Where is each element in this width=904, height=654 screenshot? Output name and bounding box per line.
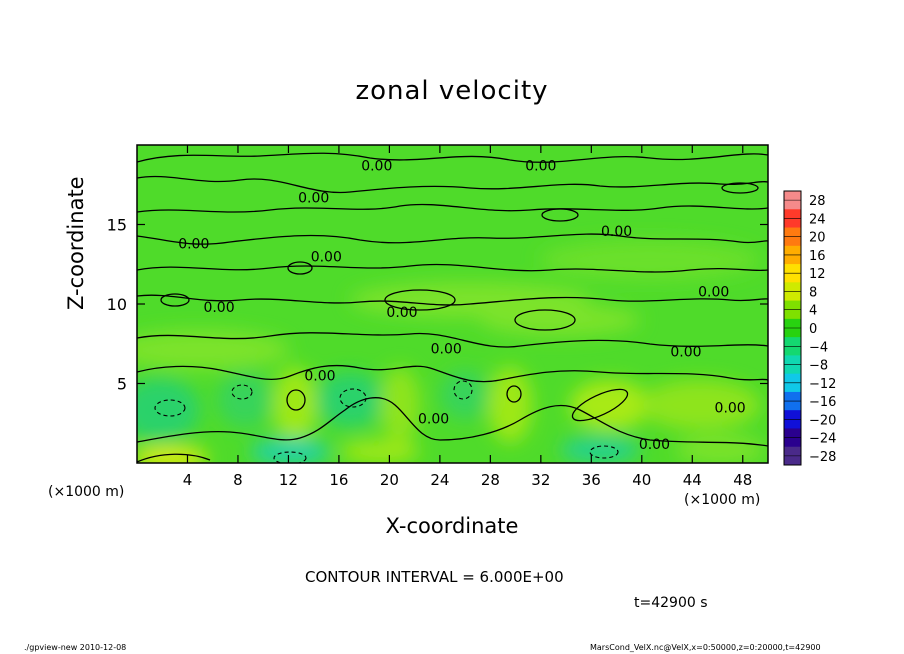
contour-interval-label: CONTOUR INTERVAL = 6.000E+00	[305, 568, 564, 586]
colorbar-label: 16	[809, 249, 826, 264]
contour-line	[137, 263, 768, 273]
contour-label: 0.00	[670, 345, 701, 361]
contour-line	[154, 399, 186, 417]
contour-label: 0.00	[698, 284, 729, 300]
x-tick-label: 44	[683, 471, 702, 489]
contour-line	[453, 380, 473, 400]
colorbar-label: −12	[809, 377, 836, 392]
colorbar-label: 24	[809, 212, 826, 227]
colorbar-label: −16	[809, 395, 836, 410]
x-tick-label: 8	[233, 471, 243, 489]
contour-label: 0.00	[431, 342, 462, 358]
colorbar-label: 0	[809, 322, 817, 337]
contour-line	[721, 182, 759, 194]
contour-labels: 0.00 0.00 0.00 0.00 0.00 0.00 0.00 0.00 0.00 0.00…	[178, 159, 746, 453]
colorbar-label: −4	[809, 340, 828, 355]
negative-contours	[154, 380, 619, 463]
contour-line	[286, 389, 306, 411]
contour-label: 0.00	[203, 300, 234, 316]
contour-label: 0.00	[298, 190, 329, 206]
contour-label: 0.00	[361, 159, 392, 175]
footer-right-text: MarsCond_VelX.nc@VelX,x=0:50000,z=0:2000…	[590, 643, 821, 652]
x-axis-unit-left: (×1000 m)	[48, 484, 125, 500]
colorbar-label: 28	[809, 194, 826, 209]
colorbar-label: −24	[809, 432, 836, 447]
x-tick-label: 20	[380, 471, 399, 489]
contour-line	[137, 397, 768, 447]
colorbar-label: 8	[809, 285, 817, 300]
contour-line	[589, 445, 619, 459]
x-tick-label: 40	[632, 471, 651, 489]
contour-line	[339, 388, 367, 408]
contour-line	[137, 332, 768, 348]
contour-line	[273, 451, 307, 463]
contour-line	[137, 294, 768, 306]
contour-line	[137, 203, 768, 213]
contour-label: 0.00	[311, 249, 342, 265]
contour-line	[160, 293, 190, 307]
contour-line	[137, 175, 768, 194]
x-tick-label: 16	[329, 471, 348, 489]
contour-line	[137, 233, 768, 245]
x-tick-label: 12	[279, 471, 298, 489]
colorbar-label: 20	[809, 231, 826, 246]
x-tick-label: 36	[582, 471, 601, 489]
chart-title: zonal velocity	[355, 76, 549, 106]
contour-line	[384, 289, 456, 311]
y-tick-label: 15	[107, 216, 127, 235]
x-axis-unit-right: (×1000 m)	[684, 492, 761, 508]
contour-label: 0.00	[639, 437, 670, 453]
contour-label: 0.00	[386, 305, 417, 321]
x-tick-label: 28	[481, 471, 500, 489]
x-tick-label: 24	[430, 471, 449, 489]
x-tick-label: 32	[531, 471, 550, 489]
contour-line	[541, 208, 579, 222]
contour-lines	[137, 152, 768, 463]
colorbar: 28 24 20 16 12 8 4 0 −4 −8 −12 −16 −20 −24 −28	[783, 190, 836, 466]
contour-line	[506, 385, 522, 403]
x-tick-label: 48	[733, 471, 752, 489]
time-label: t=42900 s	[634, 595, 708, 611]
colorbar-label: 12	[809, 267, 826, 282]
contour-line	[137, 364, 768, 383]
contour-label: 0.00	[418, 411, 449, 427]
contour-label: 0.00	[178, 237, 209, 253]
contour-line	[287, 261, 313, 275]
contour-line	[137, 453, 211, 463]
footer-left-text: ./gpview-new 2010-12-08	[24, 643, 127, 652]
contour-label: 0.00	[525, 159, 556, 175]
colorbar-label: −8	[809, 359, 828, 374]
y-axis-label: Z-coordinate	[64, 176, 88, 310]
contour-label: 0.00	[304, 369, 335, 385]
colorbar-label: −20	[809, 413, 836, 428]
contour-line	[231, 384, 253, 400]
contour-line	[514, 309, 576, 331]
colorbar-label: 4	[809, 304, 817, 319]
x-axis-label: X-coordinate	[385, 514, 519, 538]
contour-line	[137, 152, 768, 163]
y-tick-label: 5	[117, 375, 127, 394]
contour-label: 0.00	[715, 400, 746, 416]
colorbar-label: −28	[809, 450, 836, 465]
x-tick-label: 4	[183, 471, 193, 489]
contour-label: 0.00	[601, 224, 632, 240]
contour-line	[571, 388, 629, 422]
y-tick-label: 10	[107, 295, 127, 314]
